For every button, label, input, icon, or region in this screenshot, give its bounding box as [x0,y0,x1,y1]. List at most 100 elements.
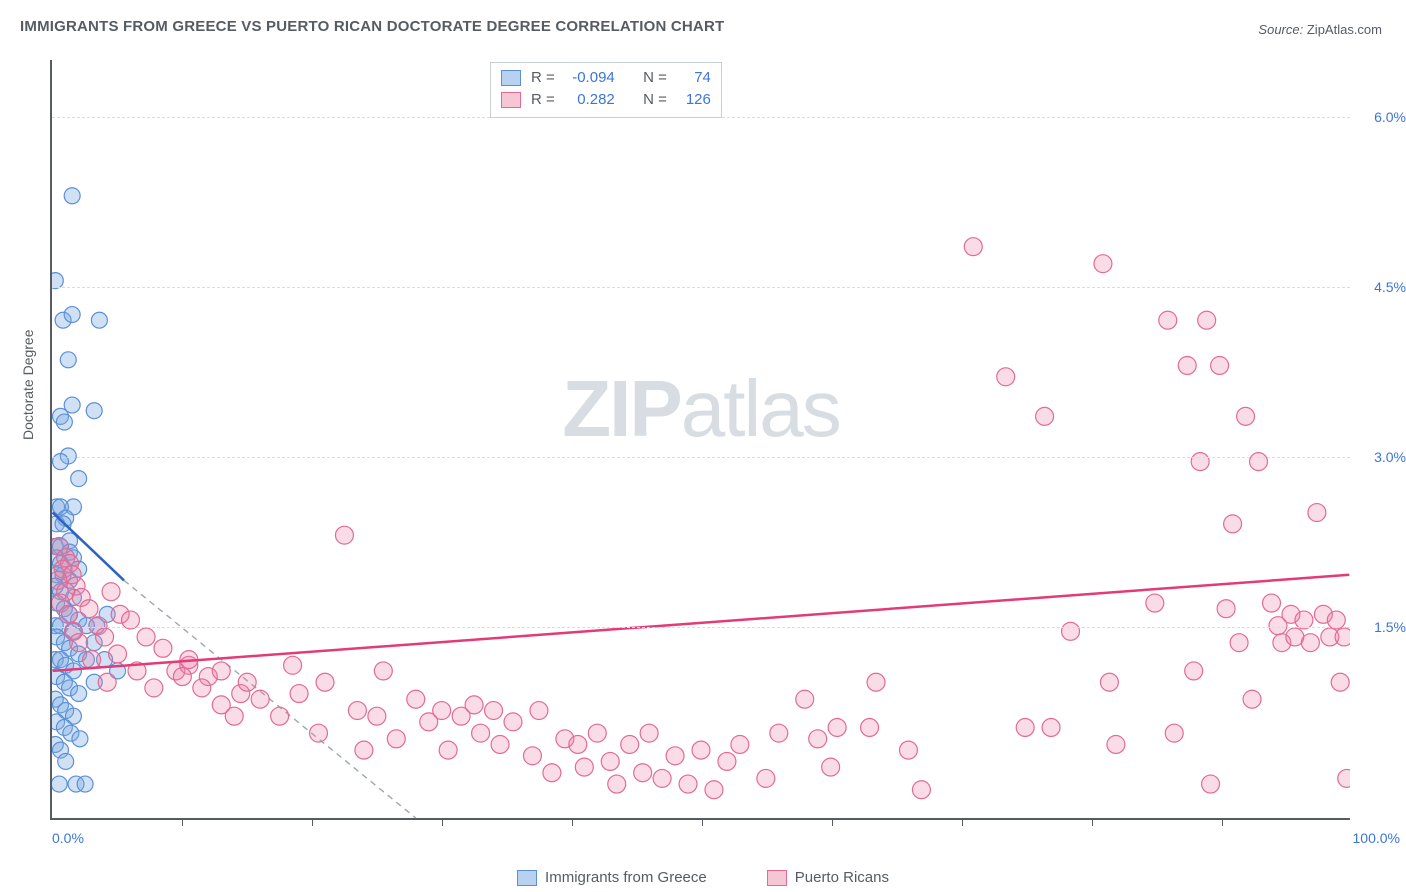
puerto_rican-point [420,713,438,731]
greece-point [97,652,113,668]
greece-point [52,736,63,752]
puerto_rican-point [1237,407,1255,425]
puerto_rican-swatch [501,92,521,108]
puerto_rican-r-value: 0.282 [565,89,615,111]
puerto_rican-point [67,577,85,595]
puerto_rican-point [1243,690,1261,708]
puerto_rican-point [1250,453,1268,471]
greece-swatch-icon [517,870,537,886]
y-axis-label: Doctorate Degree [20,329,36,440]
puerto_rican-point [465,696,483,714]
greece-point [71,646,87,662]
puerto_rican-point [1269,617,1287,635]
puerto_rican-point [1146,594,1164,612]
greece-point [71,686,87,702]
puerto_rican-point [109,645,127,663]
puerto_rican-point [601,752,619,770]
greece-point [65,708,81,724]
puerto_rican-point [757,769,775,787]
legend-item: Puerto Ricans [767,869,889,886]
puerto_rican-point [52,538,68,556]
puerto_rican-point [54,560,72,578]
puerto_rican-point [57,583,75,601]
plot-area: ZIPatlas 1.5%3.0%4.5%6.0%0.0%100.0% [50,60,1350,820]
puerto_rican-point [523,747,541,765]
greece-point [68,776,84,792]
puerto_rican-point [271,707,289,725]
puerto_rican-point [180,656,198,674]
puerto_rican-point [828,719,846,737]
puerto_rican-point [692,741,710,759]
puerto_rican-point [1338,769,1350,787]
x-tick [572,818,573,826]
puerto_rican-point [1100,673,1118,691]
greece-point [62,572,78,588]
puerto_rican-point [61,554,79,572]
x-tick [312,818,313,826]
greece-point [65,663,81,679]
y-tick-label: 6.0% [1356,109,1406,125]
greece-point [52,669,65,685]
puerto_rican-point [251,690,269,708]
puerto_rican-point [1211,356,1229,374]
puerto_rican-point [137,628,155,646]
greece-point [52,776,67,792]
puerto_rican-point [1321,628,1339,646]
puerto_rican-point [1159,311,1177,329]
puerto_rican-point [491,735,509,753]
greece-trendline [53,513,124,581]
greece-point [52,550,65,566]
x-tick [702,818,703,826]
puerto_rican-point [348,702,366,720]
greece-point [62,680,78,696]
puerto_rican-point [1016,719,1034,737]
greece-point [91,312,107,328]
greece-point [52,618,63,634]
greece-point [53,584,69,600]
greece-point [55,312,71,328]
greece-point [56,601,72,617]
n-label: N = [643,67,667,89]
greece-point [62,606,78,622]
x-tick-label: 100.0% [1353,830,1400,846]
puerto_rican-point [530,702,548,720]
greece-n-value: 74 [677,67,711,89]
puerto_rican-point [225,707,243,725]
y-tick-label: 3.0% [1356,449,1406,465]
greece-point [64,307,80,323]
puerto_rican-point [1185,662,1203,680]
greece-point [71,561,87,577]
puerto_rican-point [310,724,328,742]
puerto_rican-point [1202,775,1220,793]
greece-point [99,606,115,622]
puerto_rican-point [705,781,723,799]
puerto_rican-legend-label: Puerto Ricans [795,869,889,886]
puerto_rican-point [57,549,75,567]
greece-point [78,618,94,634]
greece-point [64,397,80,413]
greece-point [53,697,69,713]
puerto_rican-point [575,758,593,776]
greece-point [53,618,69,634]
puerto_rican-point [472,724,490,742]
watermark-rest: atlas [681,364,840,453]
greece-point [52,595,65,611]
legend-item: Immigrants from Greece [517,869,707,886]
puerto_rican-point [1036,407,1054,425]
y-tick-label: 1.5% [1356,619,1406,635]
puerto_rican-point [569,735,587,753]
legend-stat-row: R =0.282 N =126 [501,89,711,111]
chart-title: IMMIGRANTS FROM GREECE VS PUERTO RICAN D… [20,18,724,35]
greece-point [62,544,78,560]
greece-point [52,499,65,515]
puerto_rican-point [1263,594,1281,612]
x-tick [832,818,833,826]
puerto_rican-point [1042,719,1060,737]
greece-point [65,499,81,515]
source-name: ZipAtlas.com [1307,22,1382,37]
puerto_rican-point [1062,622,1080,640]
puerto_rican-point [167,662,185,680]
greece-point [52,629,65,645]
greece-point [62,640,78,656]
greece-point [56,414,72,430]
